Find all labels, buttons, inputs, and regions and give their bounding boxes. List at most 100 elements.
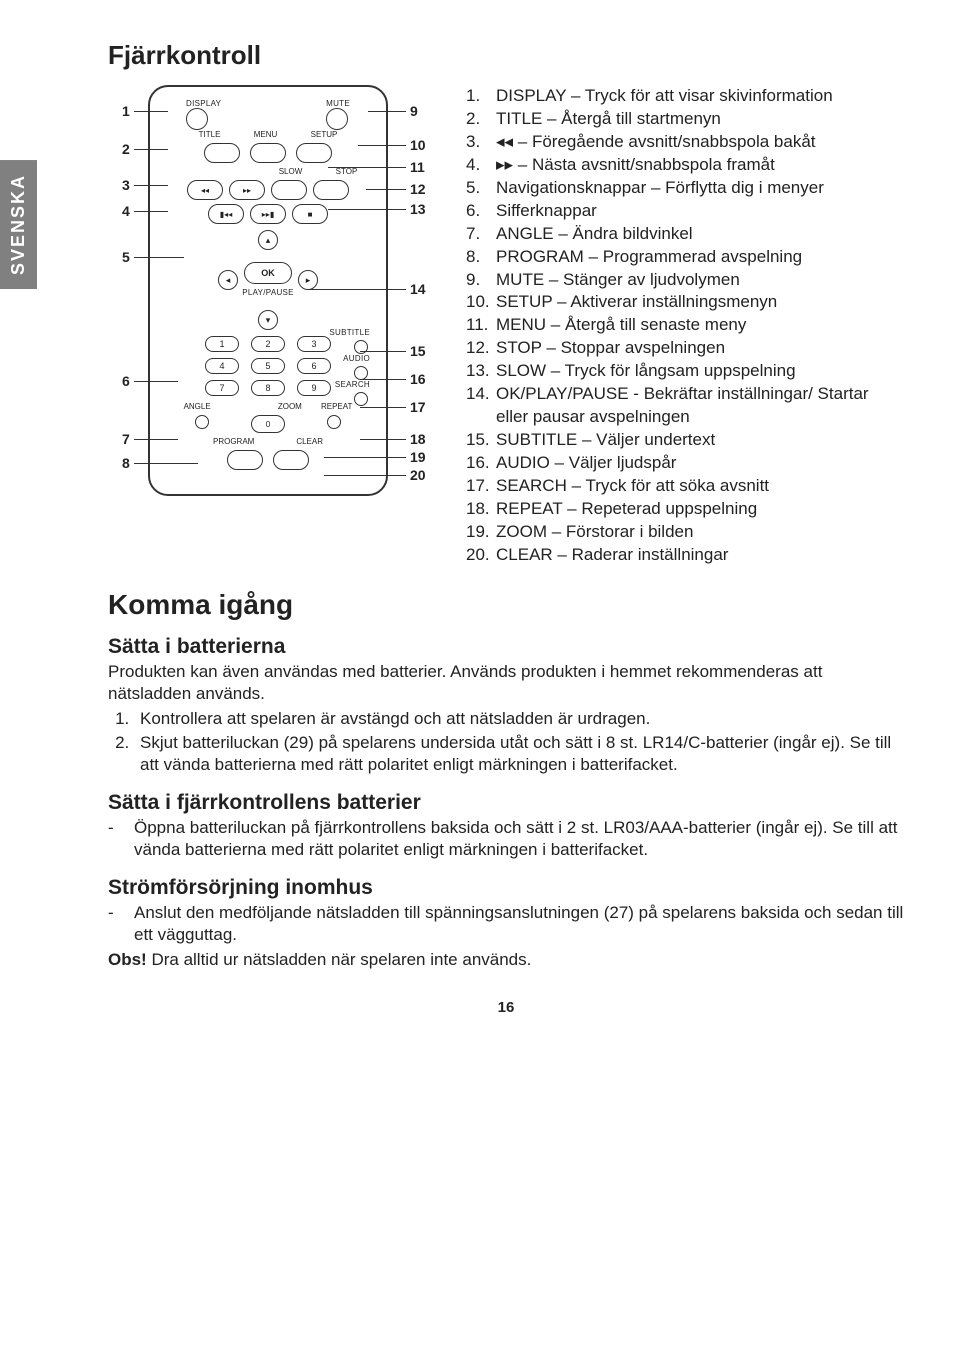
mute-button — [326, 108, 348, 130]
square-button: ■ — [292, 204, 328, 224]
callout-12: 12 — [410, 181, 426, 197]
diagram-and-legend: 1 2 3 4 5 6 7 8 9 10 11 12 13 14 15 16 1… — [108, 85, 904, 567]
callout-10: 10 — [410, 137, 426, 153]
remote-batt-text: Öppna batteriluckan på fjärrkontrollens … — [134, 817, 904, 862]
audio-button — [354, 366, 368, 380]
callout-5: 5 — [122, 249, 130, 265]
slow-label: SLOW — [279, 167, 303, 176]
language-tab: SVENSKA — [0, 160, 37, 289]
num-4: 4 — [205, 358, 239, 374]
page-title: Fjärrkontroll — [108, 40, 904, 71]
page-content: Fjärrkontroll 1 2 3 4 5 6 7 8 9 10 11 12… — [108, 40, 904, 1016]
num-7: 7 — [205, 380, 239, 396]
remote-diagram: 1 2 3 4 5 6 7 8 9 10 11 12 13 14 15 16 1… — [108, 85, 448, 496]
menu-label: MENU — [254, 130, 278, 139]
description-item: 4.▸▸ – Nästa avsnitt/snabbspola framåt — [466, 154, 904, 177]
clear-label: CLEAR — [296, 437, 323, 446]
remote-batteries-list: -Öppna batteriluckan på fjärrkontrollens… — [108, 817, 904, 862]
description-item: 6.Sifferknappar — [466, 200, 904, 223]
callout-1: 1 — [122, 103, 130, 119]
callout-2: 2 — [122, 141, 130, 157]
dpad-left: ◂ — [218, 270, 238, 290]
description-item: 14.OK/PLAY/PAUSE - Bekräftar inställning… — [466, 383, 904, 429]
remote-body: DISPLAY MUTE TITLE MENU SETUP — [148, 85, 388, 496]
callout-14: 14 — [410, 281, 426, 297]
description-item: 12.STOP – Stoppar avspelningen — [466, 337, 904, 360]
callout-13: 13 — [410, 201, 426, 217]
ok-button: OK — [244, 262, 292, 284]
num-2: 2 — [251, 336, 285, 352]
subtitle-label: SUBTITLE — [329, 328, 370, 337]
subtitle-button — [354, 340, 368, 354]
audio-label: AUDIO — [343, 354, 370, 363]
search-button — [354, 392, 368, 406]
num-0: 0 — [251, 415, 285, 433]
batteries-intro: Produkten kan även användas med batterie… — [108, 661, 904, 706]
angle-button — [195, 415, 209, 429]
heading-power: Strömförsörjning inomhus — [108, 876, 904, 900]
callout-8: 8 — [122, 455, 130, 471]
stop-label: STOP — [336, 167, 358, 176]
callout-19: 19 — [410, 449, 426, 465]
num-3: 3 — [297, 336, 331, 352]
description-item: 19.ZOOM – Förstorar i bilden — [466, 521, 904, 544]
num-6: 6 — [297, 358, 331, 374]
description-item: 17.SEARCH – Tryck för att söka avsnitt — [466, 475, 904, 498]
description-item: 3.◂◂ – Föregående avsnitt/snabbspola bak… — [466, 131, 904, 154]
mute-label: MUTE — [326, 99, 350, 108]
callout-7: 7 — [122, 431, 130, 447]
num-8: 8 — [251, 380, 285, 396]
description-item: 10.SETUP – Aktiverar inställningsmenyn — [466, 291, 904, 314]
zoom-label: ZOOM — [278, 402, 302, 411]
description-item: 5.Navigationsknappar – Förflytta dig i m… — [466, 177, 904, 200]
callout-15: 15 — [410, 343, 426, 359]
power-text: Anslut den medföljande nätsladden till s… — [134, 902, 904, 947]
num-9: 9 — [297, 380, 331, 396]
program-button — [227, 450, 263, 470]
title-button — [204, 143, 240, 163]
description-item: 15.SUBTITLE – Väljer undertext — [466, 429, 904, 452]
callout-9: 9 — [410, 103, 418, 119]
dpad: ▴ ▾ ◂ ▸ OK PLAY/PAUSE — [218, 230, 318, 330]
description-item: 1.DISPLAY – Tryck för att visar skivinfo… — [466, 85, 904, 108]
section-komma-igang: Komma igång — [108, 589, 904, 621]
clear-button — [273, 450, 309, 470]
num-1: 1 — [205, 336, 239, 352]
dpad-right: ▸ — [298, 270, 318, 290]
dpad-up: ▴ — [258, 230, 278, 250]
setup-button — [296, 143, 332, 163]
power-note: Obs! Dra alltid ur nätsladden när spelar… — [108, 949, 904, 971]
description-item: 8.PROGRAM – Programmerad avspelning — [466, 246, 904, 269]
heading-batteries: Sätta i batterierna — [108, 635, 904, 659]
callout-20: 20 — [410, 467, 426, 483]
display-label: DISPLAY — [186, 99, 221, 108]
description-item: 18.REPEAT – Repeterad uppspelning — [466, 498, 904, 521]
description-item: 9.MUTE – Stänger av ljudvolymen — [466, 269, 904, 292]
callout-4: 4 — [122, 203, 130, 219]
rewind-button: ◂◂ — [187, 180, 223, 200]
title-label: TITLE — [199, 130, 221, 139]
button-descriptions: 1.DISPLAY – Tryck för att visar skivinfo… — [466, 85, 904, 567]
fwd-button: ▸▸ — [229, 180, 265, 200]
callout-6: 6 — [122, 373, 130, 389]
battery-step: Skjut batteriluckan (29) på spelarens un… — [134, 732, 904, 777]
description-item: 11.MENU – Återgå till senaste meny — [466, 314, 904, 337]
callout-3: 3 — [122, 177, 130, 193]
menu-button — [250, 143, 286, 163]
description-item: 13.SLOW – Tryck för långsam uppspelning — [466, 360, 904, 383]
search-label: SEARCH — [335, 380, 370, 389]
display-button — [186, 108, 208, 130]
description-item: 20.CLEAR – Raderar inställningar — [466, 544, 904, 567]
angle-label: ANGLE — [184, 402, 211, 411]
num-5: 5 — [251, 358, 285, 374]
battery-step: Kontrollera att spelaren är avstängd och… — [134, 708, 904, 730]
next-button: ▸▸▮ — [250, 204, 286, 224]
callout-18: 18 — [410, 431, 426, 447]
playpause-label: PLAY/PAUSE — [242, 288, 294, 297]
power-list: -Anslut den medföljande nätsladden till … — [108, 902, 904, 947]
description-item: 2.TITLE – Återgå till startmenyn — [466, 108, 904, 131]
dpad-down: ▾ — [258, 310, 278, 330]
heading-remote-batteries: Sätta i fjärrkontrollens batterier — [108, 791, 904, 815]
description-item: 16.AUDIO – Väljer ljudspår — [466, 452, 904, 475]
repeat-button — [327, 415, 341, 429]
